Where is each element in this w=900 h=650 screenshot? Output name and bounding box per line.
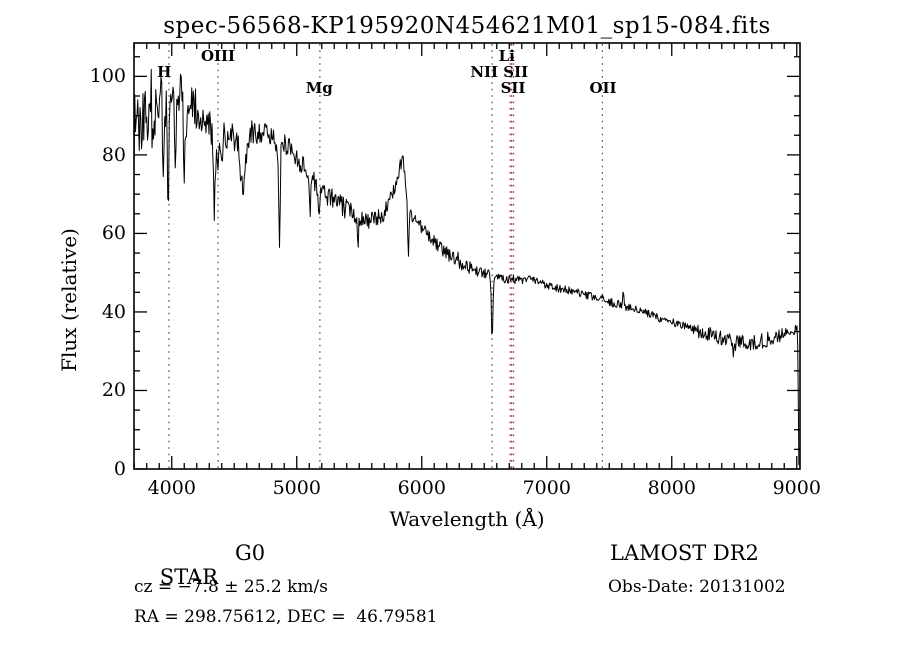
x-axis-label: Wavelength (Å) <box>389 507 545 531</box>
y-tick-label: 60 <box>101 222 126 245</box>
object-type: STAR <box>159 565 218 589</box>
y-tick-label: 40 <box>101 300 126 323</box>
plot-border <box>133 42 801 470</box>
y-tick-label: 80 <box>101 143 126 166</box>
spectrum-line <box>133 68 800 466</box>
plot-title: spec-56568-KP195920N454621M01_sp15-084.f… <box>163 13 771 39</box>
cz-value: cz = −7.8 ± 25.2 km/s <box>134 577 328 597</box>
x-tick-label: 6000 <box>397 477 446 499</box>
x-tick-label: 5000 <box>272 477 321 499</box>
line-label-Mg: Mg <box>305 79 333 97</box>
x-tick-label: 4000 <box>147 477 196 499</box>
y-tick-label: 100 <box>89 65 126 88</box>
object-subclass: G0 <box>235 541 266 565</box>
line-label-SII: SII <box>500 79 526 97</box>
line-label-Li: Li <box>498 47 515 65</box>
y-axis-label: Flux (relative) <box>57 228 81 372</box>
survey-name: LAMOST DR2 <box>610 541 759 565</box>
line-label-OIII: OIII <box>200 47 236 65</box>
ra-dec-value: RA = 298.75612, DEC = 46.79581 <box>134 607 438 627</box>
classification-line: STAR G0 <box>133 541 265 637</box>
x-tick-label: 9000 <box>772 477 821 499</box>
obs-date: Obs-Date: 20131002 <box>608 577 786 597</box>
x-tick-label: 7000 <box>522 477 571 499</box>
y-tick-label: 0 <box>113 458 126 480</box>
line-label-H: H <box>157 63 172 81</box>
line-label-OII: OII <box>589 79 617 97</box>
x-tick-label: 8000 <box>647 477 696 499</box>
line-label-NII-SII: NII SII <box>470 63 529 81</box>
y-tick-label: 20 <box>101 379 126 402</box>
